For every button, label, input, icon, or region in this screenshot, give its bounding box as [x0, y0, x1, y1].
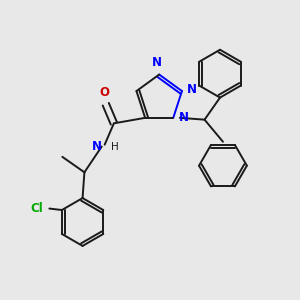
- Text: N: N: [152, 56, 162, 69]
- Text: N: N: [92, 140, 102, 153]
- Text: O: O: [99, 86, 109, 99]
- Text: N: N: [178, 111, 188, 124]
- Text: N: N: [187, 83, 197, 96]
- Text: H: H: [111, 142, 119, 152]
- Text: Cl: Cl: [30, 202, 43, 215]
